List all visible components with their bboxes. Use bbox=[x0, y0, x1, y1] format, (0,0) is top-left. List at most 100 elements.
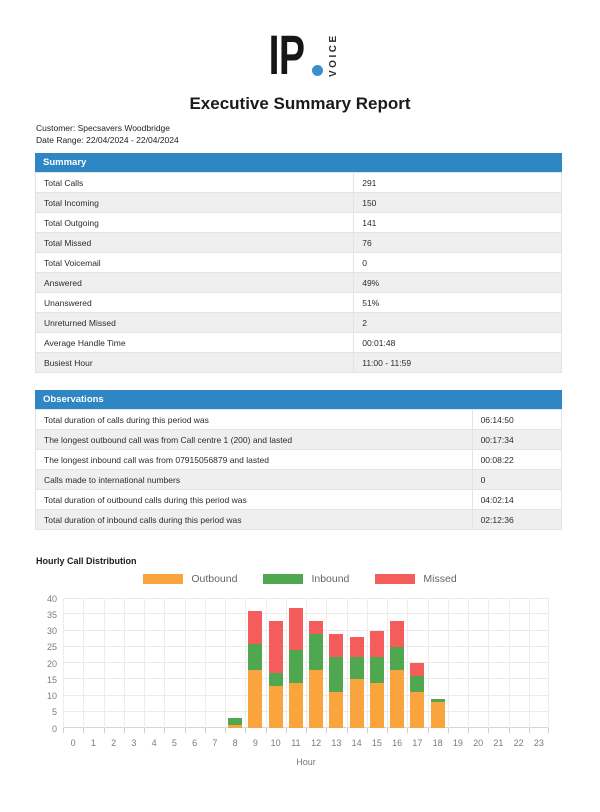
summary-row-label: Total Missed bbox=[34, 232, 355, 253]
observations-row-label: Total duration of inbound calls during t… bbox=[35, 509, 473, 530]
x-axis-tick bbox=[103, 728, 105, 733]
summary-row-label: Unreturned Missed bbox=[34, 312, 355, 333]
observations-row-value: 00:08:22 bbox=[471, 449, 563, 470]
x-tick-label: 0 bbox=[70, 738, 76, 748]
observations-row-value: 00:17:34 bbox=[471, 429, 563, 450]
x-axis-tick bbox=[407, 728, 409, 733]
y-tick-label: 40 bbox=[46, 593, 57, 604]
bar-segment-inbound bbox=[228, 718, 243, 725]
summary-row: Answered 49% bbox=[34, 272, 562, 293]
summary-row-value: 11:00 - 11:59 bbox=[353, 352, 562, 373]
x-axis-tick bbox=[366, 728, 368, 733]
x-tick-label: 12 bbox=[311, 738, 322, 748]
observations-table-header: Observations bbox=[35, 390, 562, 409]
x-tick-label: 14 bbox=[351, 738, 362, 748]
x-axis-tick bbox=[164, 728, 166, 733]
bar-segment-outbound bbox=[430, 702, 445, 728]
bar-segment-missed bbox=[288, 607, 303, 650]
observations-row-value: 02:12:36 bbox=[471, 509, 563, 530]
bar-hour-14 bbox=[349, 598, 364, 728]
logo-voice-text: VOICE bbox=[328, 33, 340, 77]
observations-row-label: Total duration of calls during this peri… bbox=[35, 409, 473, 430]
x-axis-tick bbox=[265, 728, 267, 733]
x-tick-label: 7 bbox=[212, 738, 218, 748]
bar-segment-inbound bbox=[349, 656, 364, 680]
x-tick-label: 23 bbox=[533, 738, 544, 748]
x-axis-title: Hour bbox=[296, 757, 316, 767]
bar-hour-18 bbox=[430, 598, 445, 728]
ipvoice-logo: IP VOICE bbox=[0, 23, 600, 87]
bar-hour-11 bbox=[288, 598, 303, 728]
observations-row-label: The longest outbound call was from Call … bbox=[35, 429, 473, 450]
x-axis-tick bbox=[123, 728, 125, 733]
x-tick-label: 3 bbox=[131, 738, 137, 748]
legend-label: Missed bbox=[423, 573, 457, 585]
x-tick-label: 6 bbox=[192, 738, 198, 748]
x-axis-tick bbox=[326, 728, 328, 733]
x-tick-label: 5 bbox=[171, 738, 177, 748]
v-gridline bbox=[468, 598, 469, 728]
v-gridline bbox=[346, 598, 348, 728]
observations-row-label: Calls made to international numbers bbox=[35, 469, 473, 490]
bar-segment-outbound bbox=[329, 692, 344, 728]
x-tick-label: 11 bbox=[291, 738, 301, 748]
v-gridline bbox=[164, 598, 166, 728]
bar-segment-outbound bbox=[390, 669, 405, 728]
summary-row-label: Unanswered bbox=[34, 292, 355, 313]
x-tick-label: 17 bbox=[412, 738, 423, 748]
observations-row-label: Total duration of outbound calls during … bbox=[35, 489, 473, 510]
legend-swatch-inbound bbox=[263, 574, 304, 584]
summary-row: Total Missed 76 bbox=[34, 232, 562, 253]
x-axis-tick bbox=[204, 728, 206, 733]
summary-row: Unanswered 51% bbox=[34, 292, 562, 313]
x-tick-label: 20 bbox=[473, 738, 484, 748]
bar-hour-9 bbox=[248, 598, 263, 728]
summary-row-value: 141 bbox=[353, 212, 562, 233]
y-tick-label: 10 bbox=[46, 691, 57, 701]
y-tick-label: 30 bbox=[46, 626, 57, 636]
page-title: Executive Summary Report bbox=[189, 94, 411, 113]
legend-label: Inbound bbox=[311, 573, 350, 585]
x-axis-tick bbox=[346, 728, 348, 733]
chart-title: Hourly Call Distribution bbox=[36, 556, 137, 566]
v-gridline bbox=[63, 598, 64, 728]
legend-item-missed: Missed bbox=[375, 573, 457, 585]
customer-line: Customer: Specsavers Woodbridge bbox=[36, 123, 171, 133]
bar-segment-missed bbox=[309, 620, 324, 634]
bar-segment-inbound bbox=[309, 633, 324, 670]
summary-row: Average Handle Time 00:01:48 bbox=[34, 332, 562, 353]
bar-segment-missed bbox=[268, 620, 283, 673]
v-gridline bbox=[488, 598, 490, 728]
report-meta: Customer: Specsavers Woodbridge Date Ran… bbox=[36, 123, 179, 146]
date-range-line: Date Range: 22/04/2024 - 22/04/2024 bbox=[36, 134, 179, 145]
x-axis-tick bbox=[306, 728, 307, 733]
summary-row: Total Outgoing 141 bbox=[34, 212, 562, 233]
v-gridline bbox=[447, 598, 449, 728]
x-axis-tick bbox=[387, 728, 388, 733]
bar-segment-inbound bbox=[390, 646, 405, 670]
bar-segment-inbound bbox=[410, 676, 425, 693]
v-gridline bbox=[427, 598, 429, 728]
bar-segment-outbound bbox=[288, 682, 303, 728]
bar-segment-outbound bbox=[228, 724, 243, 728]
x-axis-tick bbox=[447, 728, 449, 733]
v-gridline bbox=[285, 598, 287, 728]
v-gridline bbox=[366, 598, 368, 728]
bar-segment-inbound bbox=[268, 672, 283, 686]
y-tick-label: 0 bbox=[51, 723, 57, 734]
bar-segment-outbound bbox=[410, 692, 425, 728]
summary-row-label: Answered bbox=[34, 272, 355, 293]
legend-swatch-missed bbox=[375, 574, 416, 584]
summary-row-label: Busiest Hour bbox=[34, 352, 355, 373]
observations-row: Total duration of calls during this peri… bbox=[35, 409, 563, 430]
summary-row-value: 150 bbox=[353, 192, 562, 213]
logo-ip-text: IP bbox=[268, 23, 304, 87]
x-tick-label: 18 bbox=[432, 738, 443, 748]
observations-row: The longest outbound call was from Call … bbox=[35, 429, 563, 450]
summary-row: Unreturned Missed 2 bbox=[34, 312, 562, 333]
bar-segment-outbound bbox=[268, 685, 283, 728]
bar-segment-inbound bbox=[430, 698, 445, 702]
hourly-call-distribution-plot bbox=[63, 598, 549, 733]
x-axis-tick bbox=[488, 728, 490, 733]
observations-table-body: Total duration of calls during this peri… bbox=[35, 409, 563, 530]
